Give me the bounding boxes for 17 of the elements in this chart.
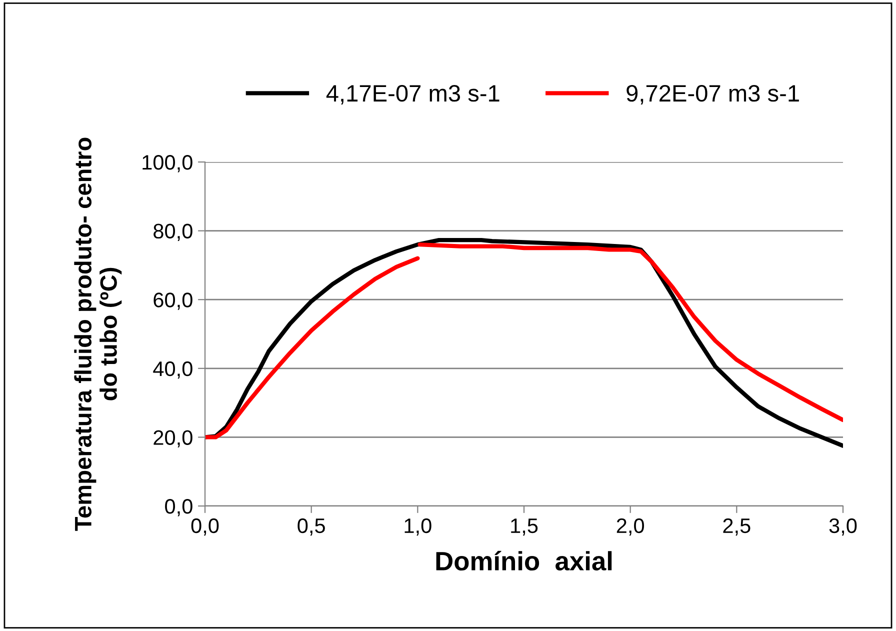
y-tick-label: 100,0 bbox=[142, 155, 192, 172]
y-axis-title: Temperatura fluido produto- centro do tubo (ºC) bbox=[74, 138, 122, 531]
x-tick-label: 1,5 bbox=[511, 518, 538, 536]
x-tick-label: 2,5 bbox=[723, 518, 750, 536]
x-axis-title: Domínio axial bbox=[436, 550, 612, 570]
x-tick-label: 3,0 bbox=[829, 518, 857, 536]
x-tick-label: 1,0 bbox=[404, 518, 432, 536]
legend-label: 9,72E-07 m3 s-1 bbox=[626, 84, 799, 104]
y-tick-label: 40,0 bbox=[153, 361, 192, 379]
x-tick-label: 0,5 bbox=[298, 518, 325, 536]
x-tick-label: 2,0 bbox=[616, 518, 644, 536]
legend-label: 4,17E-07 m3 s-1 bbox=[326, 84, 500, 104]
y-tick-label: 60,0 bbox=[154, 292, 192, 310]
y-tick-label: 0,0 bbox=[165, 499, 192, 516]
y-tick-label: 80,0 bbox=[154, 224, 192, 242]
y-tick-label: 20,0 bbox=[154, 430, 192, 448]
x-tick-label: 0,0 bbox=[191, 518, 219, 536]
